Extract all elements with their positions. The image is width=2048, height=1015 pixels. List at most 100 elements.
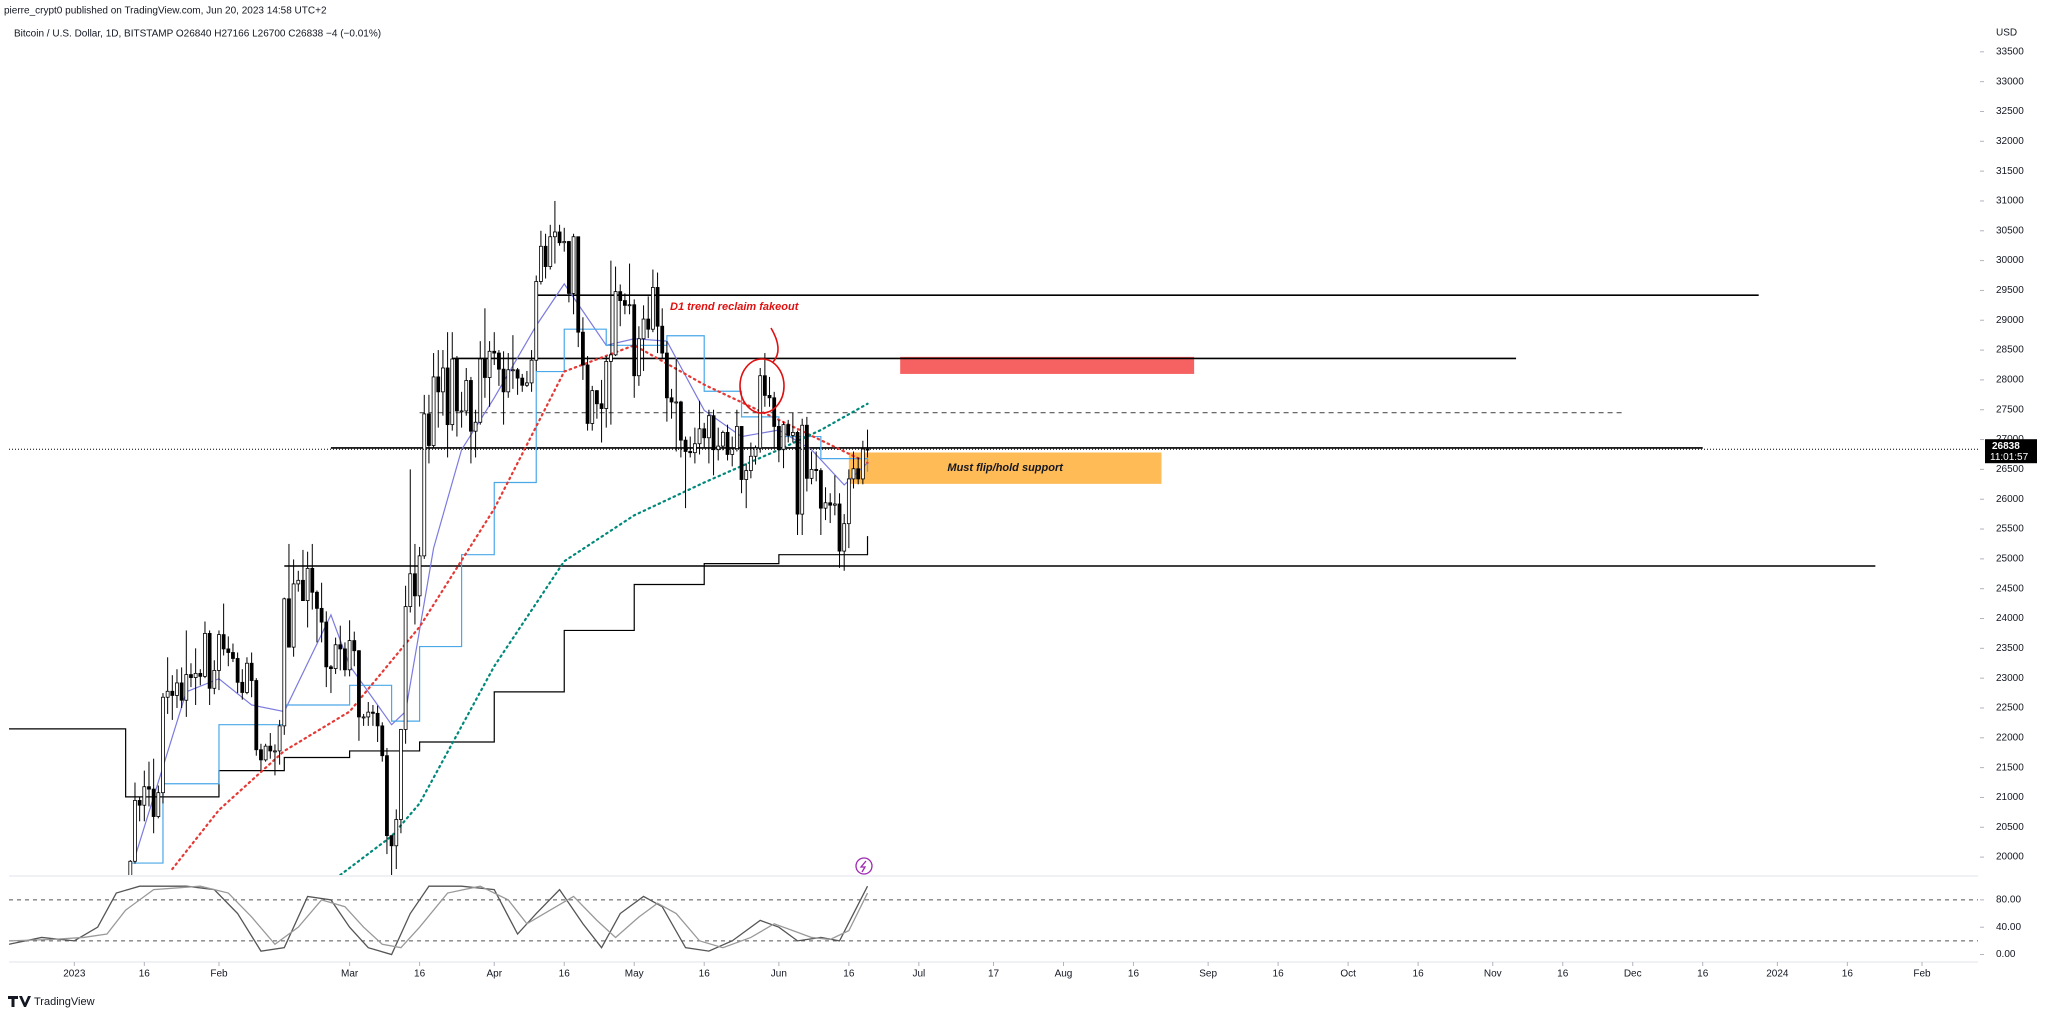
candle-body	[212, 669, 217, 689]
candle-body	[590, 390, 595, 424]
x-tick-label: Aug	[1055, 969, 1073, 980]
x-tick-label: 16	[1842, 969, 1854, 980]
y-tick-label: 21000	[1996, 792, 2024, 803]
osc-tick-label: 80.00	[1996, 895, 2021, 906]
candle-body	[599, 403, 604, 409]
countdown: 11:01:57	[1990, 452, 2029, 463]
candle-body	[165, 690, 170, 698]
candle-body	[291, 583, 296, 648]
y-tick-label: 28500	[1996, 345, 2024, 356]
x-tick-label: Apr	[486, 969, 502, 980]
candle-body	[828, 502, 833, 506]
candle-body	[161, 696, 165, 794]
legend: Bitcoin / U.S. Dollar, 1D, BITSTAMP O268…	[14, 29, 381, 40]
x-tick-label: 16	[1273, 969, 1285, 980]
candle-body	[725, 431, 730, 455]
candle-body	[776, 426, 781, 451]
x-tick-label: 16	[699, 969, 711, 980]
zone-label: Must flip/hold support	[947, 462, 1064, 474]
candle-body	[394, 819, 399, 847]
y-tick-label: 27500	[1996, 404, 2024, 415]
y-tick-label: 20500	[1996, 822, 2024, 833]
candle-body	[585, 364, 590, 424]
candle-body	[790, 431, 795, 436]
x-tick-label: Jun	[771, 969, 787, 980]
candle-body	[753, 447, 758, 457]
candle-body	[231, 652, 235, 659]
y-tick-label: 31000	[1996, 196, 2024, 207]
candle-body	[128, 860, 133, 875]
candle-body	[427, 413, 431, 446]
candle-body	[716, 445, 721, 451]
candle-body	[702, 428, 707, 439]
candle-body	[744, 470, 749, 480]
y-tick-label: 30000	[1996, 255, 2024, 266]
candle-body	[706, 415, 711, 439]
x-tick-label: 16	[559, 969, 571, 980]
x-tick-label: 16	[1697, 969, 1709, 980]
arrow-annotation	[770, 327, 779, 363]
y-tick-label: 25500	[1996, 524, 2024, 535]
candle-body	[595, 390, 599, 405]
candle-body	[571, 236, 576, 294]
candle-body	[688, 451, 693, 454]
candle-body	[804, 424, 809, 479]
candle-body	[623, 300, 627, 306]
candle-body	[823, 502, 828, 509]
indicator-line	[171, 344, 869, 871]
candle-body	[506, 369, 511, 393]
candle-body	[809, 468, 814, 479]
candle-body	[450, 358, 455, 426]
candle-body	[403, 606, 408, 730]
candle-body	[497, 352, 501, 370]
candle-body	[436, 376, 441, 393]
candle-body	[268, 745, 273, 752]
candle-body	[156, 792, 161, 817]
candle-body	[273, 750, 277, 753]
candle-body	[385, 755, 389, 837]
candle-body	[375, 712, 380, 727]
candle-body	[422, 413, 427, 557]
candle-body	[124, 926, 127, 980]
y-tick-label: 33500	[1996, 46, 2024, 57]
candle-body	[669, 397, 674, 403]
candle-body	[678, 401, 683, 441]
candle-body	[627, 304, 632, 307]
y-tick-label: 24500	[1996, 583, 2024, 594]
x-tick-label: 16	[843, 969, 855, 980]
candle-body	[221, 634, 226, 650]
candle-body	[343, 648, 347, 671]
candle-body	[613, 291, 618, 356]
y-tick-label: 21500	[1996, 762, 2024, 773]
candle-body	[380, 725, 385, 757]
candle-body	[478, 358, 483, 423]
candle-body	[235, 658, 240, 683]
candle-body	[674, 401, 679, 404]
y-tick-label: 31500	[1996, 166, 2024, 177]
y-tick-label: 29500	[1996, 285, 2024, 296]
candle-body	[762, 375, 767, 396]
candle-body	[618, 291, 623, 301]
candle-body	[720, 431, 725, 447]
candle-body	[249, 662, 254, 681]
event-icon[interactable]	[855, 857, 873, 875]
candle-body	[464, 380, 469, 412]
candle-body	[361, 716, 366, 719]
candle-body	[296, 579, 301, 585]
candle-body	[856, 468, 861, 480]
y-tick-label: 28000	[1996, 375, 2024, 386]
x-tick-label: Dec	[1624, 969, 1642, 980]
candle-body	[147, 786, 151, 790]
indicator-line	[339, 402, 869, 875]
candle-body	[305, 567, 310, 602]
y-tick-label: 33000	[1996, 76, 2024, 87]
candle-body	[413, 573, 417, 597]
price-pane: Must flip/hold support	[9, 200, 1978, 980]
candle-body	[473, 421, 478, 432]
y-tick-label: 20000	[1996, 852, 2024, 863]
candle-body	[455, 358, 459, 412]
candle-body	[142, 786, 147, 806]
footer: TradingView	[34, 996, 95, 1008]
candle-body	[553, 231, 557, 238]
